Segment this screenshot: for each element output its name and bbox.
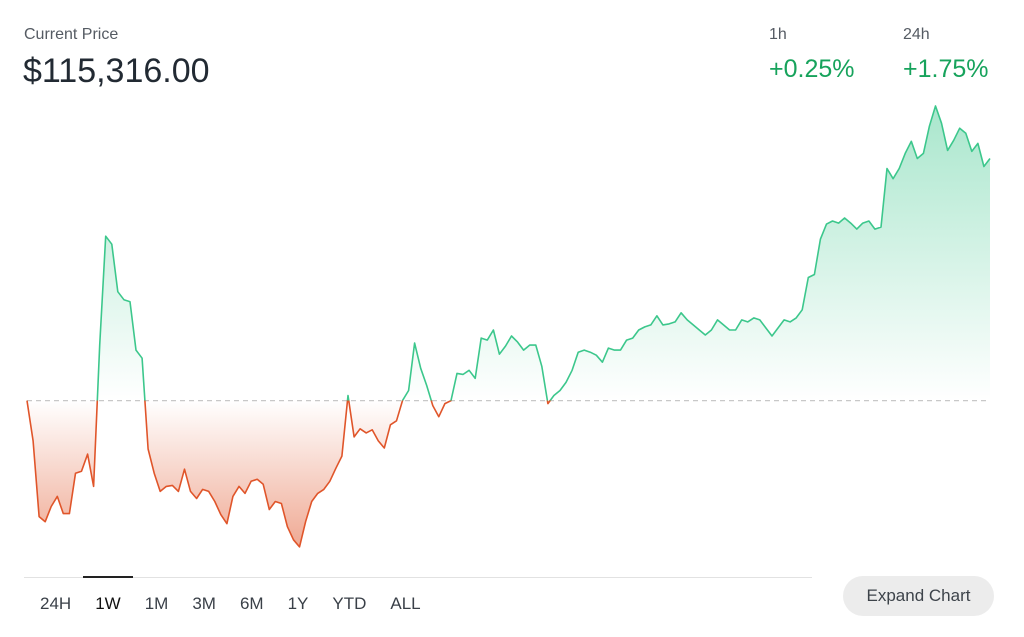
price: $115,316.00 <box>23 52 210 90</box>
change-value: +0.25% <box>769 55 855 83</box>
change-value: +1.75% <box>903 55 989 83</box>
price-label: Current Price <box>24 26 119 43</box>
tab[interactable]: YTD <box>332 594 367 613</box>
tab[interactable]: 1W <box>83 576 133 614</box>
tab[interactable]: 3M <box>192 594 216 613</box>
price-line <box>26 105 991 548</box>
price-area <box>27 106 990 547</box>
change-label: 24h <box>903 26 930 43</box>
timeframe-tabs: 24H 1W 1M 3M 6M 1Y YTD ALL <box>24 576 812 614</box>
chart <box>26 105 991 548</box>
tab[interactable]: 1Y <box>287 594 309 613</box>
tab[interactable]: ALL <box>390 594 421 613</box>
tab[interactable]: 24H <box>40 594 72 613</box>
tab[interactable]: 6M <box>239 594 264 613</box>
tab[interactable]: 1M <box>144 594 169 613</box>
change-label: 1h <box>769 26 787 43</box>
expand-chart-button[interactable]: Expand Chart <box>843 576 994 616</box>
